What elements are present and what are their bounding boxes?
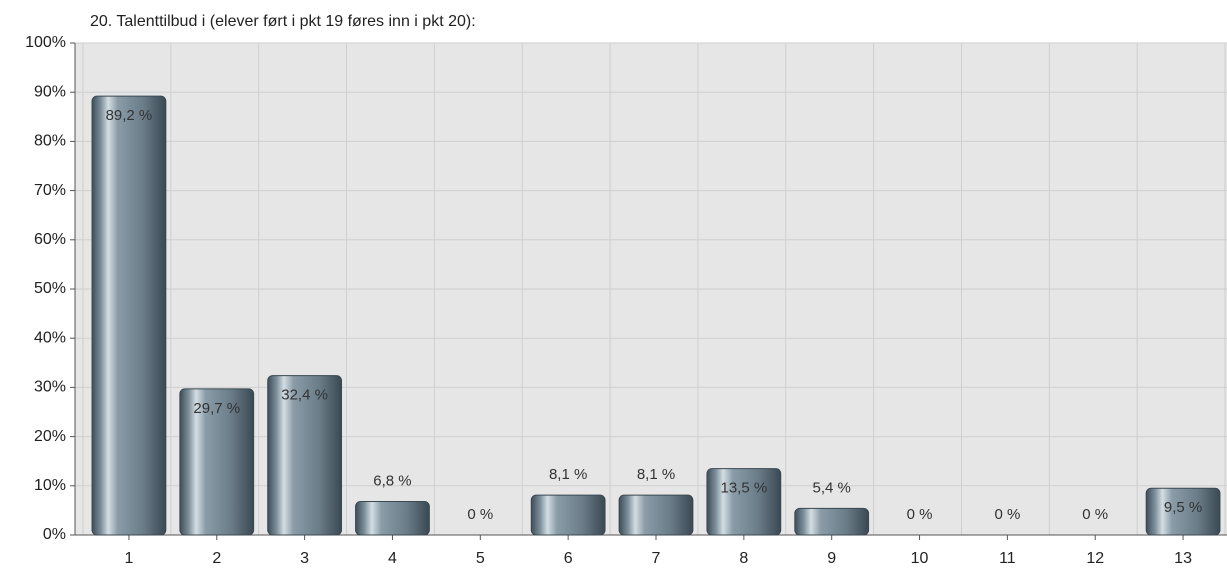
y-tick-label: 50% xyxy=(34,280,66,297)
x-tick-label: 7 xyxy=(652,550,661,567)
bar xyxy=(355,501,430,536)
value-label: 0 % xyxy=(467,506,493,523)
x-tick-label: 5 xyxy=(476,550,485,567)
value-label: 5,4 % xyxy=(813,479,851,496)
value-label: 0 % xyxy=(907,506,933,523)
value-label: 89,2 % xyxy=(106,107,153,124)
x-tick-label: 8 xyxy=(739,550,748,567)
value-label: 0 % xyxy=(994,506,1020,523)
x-tick-label: 6 xyxy=(564,550,573,567)
bar xyxy=(91,95,167,536)
x-tick-label: 4 xyxy=(388,550,397,567)
value-label: 6,8 % xyxy=(373,473,411,490)
y-tick-label: 60% xyxy=(34,231,66,248)
bar xyxy=(530,494,606,536)
y-tick-label: 40% xyxy=(34,329,66,346)
value-label: 8,1 % xyxy=(549,466,587,483)
value-label: 32,4 % xyxy=(281,387,328,404)
value-label: 8,1 % xyxy=(637,466,675,483)
y-tick-label: 70% xyxy=(34,182,66,199)
bar xyxy=(706,468,782,536)
y-tick-label: 80% xyxy=(34,133,66,150)
bar xyxy=(267,375,343,536)
bar xyxy=(179,388,255,536)
x-tick-label: 10 xyxy=(911,550,929,567)
bar xyxy=(794,507,870,536)
value-label: 13,5 % xyxy=(720,480,767,497)
x-tick-label: 12 xyxy=(1086,550,1104,567)
x-tick-label: 9 xyxy=(827,550,836,567)
y-tick-label: 100% xyxy=(25,34,66,51)
value-label: 0 % xyxy=(1082,506,1108,523)
chart-title: 20. Talenttilbud i (elever ført i pkt 19… xyxy=(90,13,476,30)
y-tick-label: 0% xyxy=(43,526,66,543)
y-tick-label: 30% xyxy=(34,379,66,396)
y-tick-label: 10% xyxy=(34,477,66,494)
y-tick-label: 20% xyxy=(34,428,66,445)
x-tick-label: 11 xyxy=(999,550,1016,567)
x-tick-label: 3 xyxy=(300,550,309,567)
y-tick-label: 90% xyxy=(34,83,66,100)
value-label: 9,5 % xyxy=(1164,499,1202,516)
bar xyxy=(1145,487,1221,536)
x-tick-label: 13 xyxy=(1174,550,1192,567)
x-tick-label: 2 xyxy=(212,550,221,567)
x-tick-label: 1 xyxy=(124,550,133,567)
value-label: 29,7 % xyxy=(193,400,240,417)
bar xyxy=(618,494,694,536)
